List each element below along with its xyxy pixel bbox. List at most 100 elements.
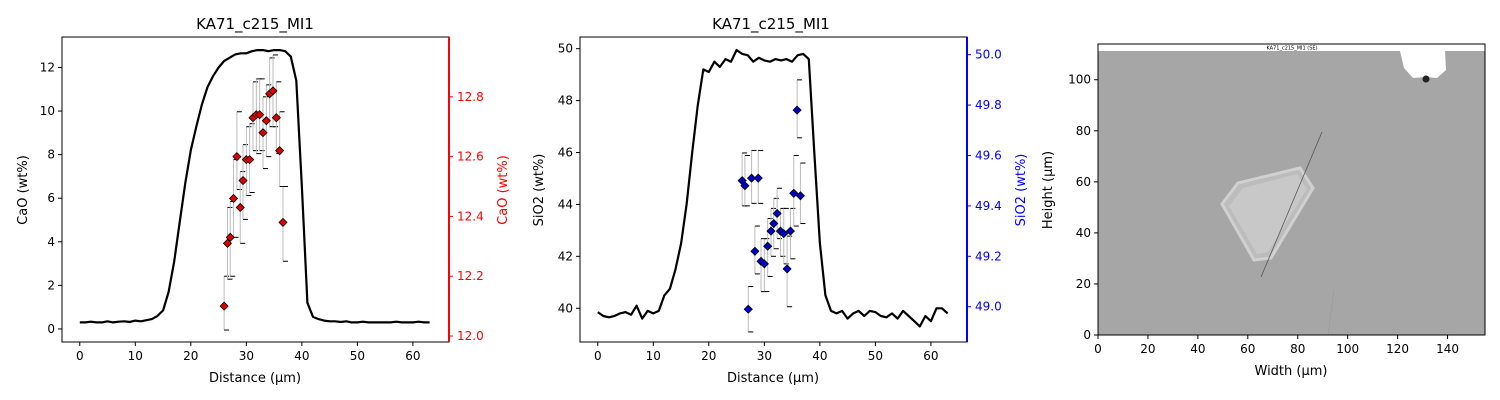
cao-right-y-label: CaO (wt%) [496,155,511,225]
image-x-tick-label: 120 [1386,342,1409,356]
image-x-ticks: 0 20 40 60 80 100 120 140 [1094,335,1459,356]
cao-data-point [225,232,235,242]
sio2-x-label: Distance (µm) [727,371,819,386]
sio2-data-point [763,241,773,251]
sio2-x-tick-label: 40 [812,349,827,363]
sio2-y-tick-label: 42 [558,249,573,263]
cao-data-point [232,152,242,162]
sio2-data-point [766,226,776,236]
image-y-tick-label: 80 [1076,124,1091,138]
cao-y-tick-label: 10 [40,104,55,118]
cao-data-point [275,146,285,156]
cao-plot-area [79,49,430,331]
sio2-profile-line [597,48,949,328]
image-x-tick-label: 80 [1290,342,1305,356]
panel-sio2: KA71_c215_MI1 0 10 20 30 40 50 60 40 42 44 46 48 50… [532,15,1029,386]
image-x-tick-label: 140 [1436,342,1459,356]
image-x-tick-label: 60 [1240,342,1255,356]
bright-artifact [1400,51,1446,78]
image-caption: KA71_c215_MI1 (SE) [1266,46,1317,52]
dark-spot [1422,75,1430,83]
sio2-data-point [792,105,802,115]
sio2-right-y-tick-label: 49.0 [975,300,1002,314]
cao-y-tick-label: 12 [40,61,55,75]
image-x-tick-label: 100 [1336,342,1359,356]
sio2-y-tick-label: 46 [558,146,573,160]
cao-data-point [268,86,278,96]
image-y-tick-label: 40 [1076,226,1091,240]
panel-sem-image: KA71_c215_MI1 (SE) 0 20 40 60 80 100 120 140 0 2… [1041,43,1486,379]
sio2-data-point [772,208,782,219]
image-scratch [1327,289,1335,336]
sio2-right-y-ticks: 49.0 49.2 49.4 49.6 49.8 50.0 [967,48,1002,314]
cao-x-label: Distance (µm) [209,371,301,386]
image-y-tick-label: 20 [1076,277,1091,291]
cao-right-y-tick-label: 12.0 [457,329,484,343]
image-x-label: Width (µm) [1255,364,1328,379]
image-x-tick-label: 0 [1094,342,1102,356]
melt-inclusion-core [1229,174,1307,254]
sio2-x-tick-label: 60 [923,349,938,363]
image-y-tick-label: 60 [1076,175,1091,189]
sio2-y-tick-label: 44 [558,197,573,211]
cao-data-point [255,110,265,120]
cao-x-ticks: 0 10 20 30 40 50 60 [76,342,421,363]
sio2-y-ticks: 40 42 44 46 48 50 [558,42,580,315]
cao-y-tick-label: 8 [47,148,55,162]
cao-data-point [271,113,281,123]
sio2-y-tick-label: 48 [558,94,573,108]
cao-x-tick-label: 60 [405,349,420,363]
cao-y-tick-label: 6 [47,191,55,205]
cao-data-point [235,202,245,213]
sio2-right-y-tick-label: 49.4 [975,199,1002,213]
sio2-right-y-tick-label: 49.8 [975,98,1002,112]
sio2-data-point [789,188,799,198]
cao-x-tick-label: 50 [350,349,365,363]
cao-right-y-ticks: 12.0 12.2 12.4 12.6 12.8 [449,90,484,343]
sio2-data-point [795,191,805,201]
sio2-data-point [785,226,796,236]
image-y-tick-label: 0 [1083,328,1091,342]
cao-x-tick-label: 40 [294,349,309,363]
cao-x-tick-label: 10 [128,349,143,363]
cao-x-tick-label: 20 [183,349,198,363]
cao-x-tick-label: 0 [76,349,84,363]
cao-data-point [245,155,255,165]
sio2-right-y-label: SiO2 (wt%) [1014,154,1029,227]
cao-data-point [229,193,239,204]
cao-right-y-tick-label: 12.4 [457,209,484,223]
sio2-data-point [753,173,763,183]
sio2-x-tick-label: 50 [868,349,883,363]
sio2-right-y-tick-label: 49.6 [975,148,1002,162]
image-y-label: Height (µm) [1041,151,1056,229]
sio2-data-point [782,264,792,274]
sio2-x-tick-label: 10 [646,349,661,363]
cao-right-y-tick-label: 12.6 [457,150,484,164]
sio2-y-tick-label: 50 [558,42,573,56]
sio2-plot-area [597,48,949,333]
cao-data-point [261,116,271,126]
sio2-data-point [747,173,757,183]
sio2-right-y-tick-label: 50.0 [975,48,1002,62]
profile-line [1260,131,1323,278]
sio2-y-tick-label: 40 [558,301,573,315]
cao-y-ticks: 0 2 4 6 8 10 12 [40,61,62,336]
cao-data-point [258,128,268,138]
sio2-data-point [743,304,753,314]
image-y-ticks: 0 20 40 60 80 100 [1068,73,1098,342]
sio2-x-tick-label: 30 [757,349,772,363]
cao-data-point [278,217,288,227]
sio2-data-point [779,229,789,239]
panel-cao: KA71_c215_MI1 0 10 20 30 40 50 60 0 2 4 6 8 10 12 12… [16,15,511,386]
image-axes-frame [1097,43,1486,336]
image-y-tick-label: 100 [1068,73,1091,87]
sio2-right-y-tick-label: 49.2 [975,249,1002,263]
cao-title: KA71_c215_MI1 [196,15,314,34]
cao-profile-line [79,49,430,324]
sio2-data-point [740,181,750,191]
cao-data-point [219,301,229,311]
image-x-tick-label: 20 [1140,342,1155,356]
cao-y-tick-label: 2 [47,278,55,292]
image-x-tick-label: 40 [1190,342,1205,356]
